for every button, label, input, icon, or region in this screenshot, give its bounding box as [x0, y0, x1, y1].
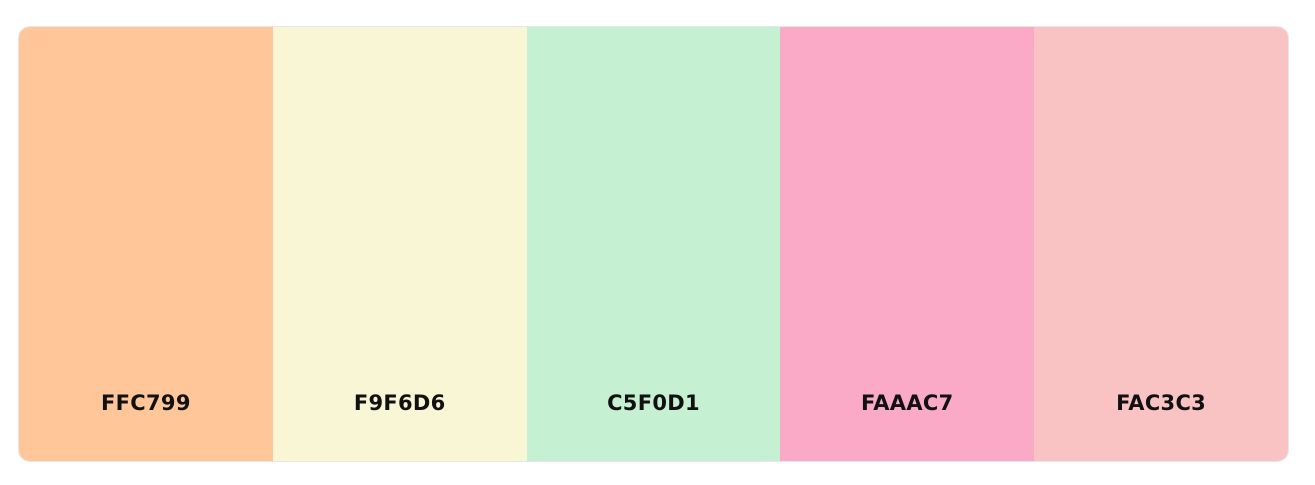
- color-swatch-5[interactable]: FAC3C3: [1034, 27, 1288, 461]
- swatch-hex-label[interactable]: FFC799: [101, 391, 191, 415]
- color-swatch-4[interactable]: FAAAC7: [780, 27, 1035, 461]
- color-swatch-2[interactable]: F9F6D6: [272, 27, 527, 461]
- color-swatch-3[interactable]: C5F0D1: [526, 27, 781, 461]
- swatch-hex-label[interactable]: C5F0D1: [607, 391, 700, 415]
- swatch-hex-label[interactable]: FAC3C3: [1116, 391, 1207, 415]
- swatch-hex-label[interactable]: F9F6D6: [353, 391, 446, 415]
- color-palette: FFC799 F9F6D6 C5F0D1 FAAAC7 FAC3C3: [18, 26, 1289, 462]
- swatch-hex-label[interactable]: FAAAC7: [861, 391, 954, 415]
- color-swatch-1[interactable]: FFC799: [19, 27, 273, 461]
